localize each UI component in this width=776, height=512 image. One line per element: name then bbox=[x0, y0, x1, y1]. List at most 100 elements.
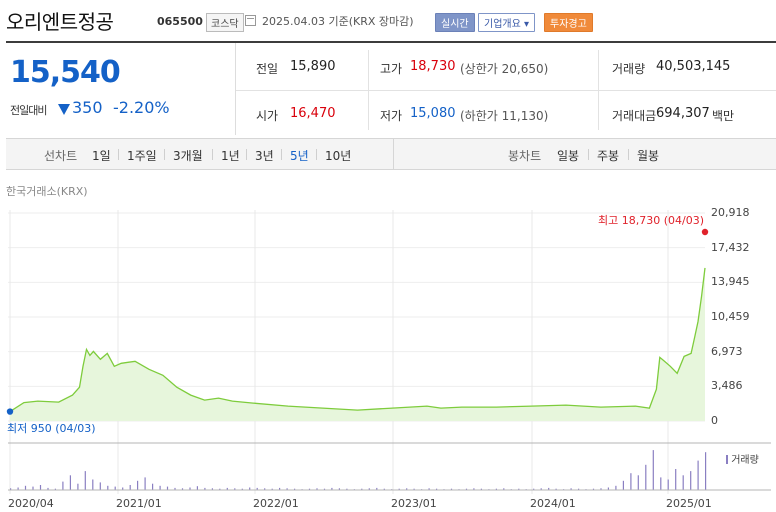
divider bbox=[236, 90, 776, 91]
volume-bar bbox=[226, 487, 228, 490]
price-area bbox=[10, 267, 705, 421]
investment-warning-badge[interactable]: 투자경고 bbox=[544, 13, 593, 32]
volume-bar bbox=[77, 483, 79, 490]
volume-bar bbox=[137, 480, 139, 490]
high-annotation: 최고 18,730 (04/03) bbox=[598, 214, 705, 227]
tab-separator bbox=[628, 149, 629, 160]
volume-bar bbox=[84, 471, 86, 490]
tab-5y[interactable]: 5년 bbox=[290, 149, 309, 163]
volume-bar bbox=[376, 487, 378, 490]
tab-monthly[interactable]: 월봉 bbox=[637, 149, 660, 163]
volume-bar bbox=[264, 488, 266, 490]
tab-1w[interactable]: 1주일 bbox=[127, 149, 157, 163]
amount-label: 거래대금 bbox=[612, 109, 657, 123]
volume-bar bbox=[428, 488, 430, 490]
volume-legend: 거래량 bbox=[726, 451, 759, 466]
volume-bar bbox=[495, 488, 497, 490]
volume-bar bbox=[570, 488, 572, 490]
low-marker bbox=[6, 408, 14, 415]
chart-tab-bar bbox=[6, 138, 776, 170]
tab-1d[interactable]: 1일 bbox=[92, 149, 111, 163]
open-label: 시가 bbox=[256, 109, 279, 123]
tab-weekly[interactable]: 주봉 bbox=[597, 149, 620, 163]
volume-bar bbox=[697, 460, 699, 490]
volume-bar bbox=[473, 488, 475, 490]
line-chart-label: 선차트 bbox=[44, 149, 78, 163]
prev-close-label: 전일 bbox=[256, 62, 279, 76]
tab-separator bbox=[118, 149, 119, 160]
volume-bar bbox=[92, 479, 94, 490]
y-tick-label: 17,432 bbox=[711, 240, 750, 254]
volume-bar bbox=[607, 487, 609, 490]
volume-bar bbox=[159, 485, 161, 490]
volume-bar bbox=[548, 487, 550, 490]
volume-bar bbox=[181, 488, 184, 490]
price-line bbox=[9, 267, 706, 413]
volume-bar bbox=[174, 487, 176, 490]
calendar-icon bbox=[245, 15, 256, 26]
volume-bar bbox=[286, 488, 288, 490]
prev-close-value: 15,890 bbox=[290, 59, 336, 74]
tab-daily[interactable]: 일봉 bbox=[557, 149, 580, 163]
volume-bar bbox=[39, 485, 42, 490]
exchange-label: 한국거래소(KRX) bbox=[6, 185, 88, 198]
change-label: 전일대비 bbox=[10, 104, 47, 117]
x-tick-label: 2022/01 bbox=[253, 497, 299, 510]
price-change: 350 bbox=[72, 98, 103, 117]
volume-bar bbox=[346, 488, 348, 490]
volume-bar bbox=[32, 486, 34, 490]
candle-chart-label: 봉차트 bbox=[508, 149, 542, 163]
volume-bar bbox=[47, 487, 49, 490]
tab-3y[interactable]: 3년 bbox=[255, 149, 274, 163]
volume-bar bbox=[450, 488, 453, 490]
volume-bar bbox=[675, 469, 677, 490]
volume-bar bbox=[705, 452, 707, 490]
volume-bar bbox=[622, 480, 624, 490]
low-label: 저가 bbox=[380, 109, 403, 123]
volume-bar bbox=[368, 488, 370, 490]
stock-code: 065500 bbox=[157, 15, 203, 28]
high-value: 18,730 bbox=[410, 59, 456, 74]
volume-bar bbox=[308, 488, 311, 490]
divider bbox=[393, 139, 394, 169]
y-tick-label: 13,945 bbox=[711, 275, 750, 289]
volume-bar bbox=[682, 475, 684, 490]
volume-label: 거래량 bbox=[612, 62, 646, 76]
volume-bar bbox=[10, 488, 12, 490]
volume-bar bbox=[54, 488, 56, 490]
x-tick-label: 2025/01 bbox=[666, 497, 712, 510]
volume-bar bbox=[600, 488, 602, 490]
volume-bar bbox=[436, 488, 438, 490]
company-overview-button[interactable]: 기업개요 ▾ bbox=[478, 13, 535, 32]
volume-bar bbox=[294, 488, 296, 490]
volume-bar bbox=[533, 488, 535, 490]
tab-3m[interactable]: 3개월 bbox=[173, 149, 203, 163]
volume-bar bbox=[234, 488, 236, 490]
volume-bar bbox=[62, 481, 64, 490]
volume-bar bbox=[152, 483, 154, 490]
tab-10y[interactable]: 10년 bbox=[325, 149, 352, 163]
high-label: 고가 bbox=[380, 62, 403, 76]
price-change-percent: -2.20% bbox=[113, 98, 170, 117]
volume-bar bbox=[17, 487, 19, 490]
volume-bar bbox=[204, 487, 206, 490]
volume-legend-label: 거래량 bbox=[731, 455, 759, 466]
volume-value: 40,503,145 bbox=[656, 59, 731, 74]
volume-bar bbox=[555, 488, 557, 490]
volume-bar bbox=[189, 487, 191, 490]
volume-bar bbox=[256, 487, 258, 490]
volume-bar bbox=[645, 464, 647, 490]
volume-bar bbox=[24, 485, 27, 490]
volume-bar bbox=[249, 487, 251, 490]
volume-bar bbox=[398, 488, 400, 490]
volume-bar bbox=[144, 477, 146, 490]
as-of-date: 2025.04.03 기준(KRX 장마감) bbox=[262, 15, 414, 28]
tab-separator bbox=[281, 149, 282, 160]
volume-bar bbox=[331, 487, 333, 490]
volume-bar bbox=[660, 477, 662, 490]
tab-1y[interactable]: 1년 bbox=[221, 149, 240, 163]
volume-bar bbox=[480, 488, 482, 490]
realtime-button[interactable]: 실시간 bbox=[435, 13, 475, 32]
company-name: 오리엔트정공 bbox=[6, 10, 114, 34]
volume-bar bbox=[667, 479, 669, 490]
